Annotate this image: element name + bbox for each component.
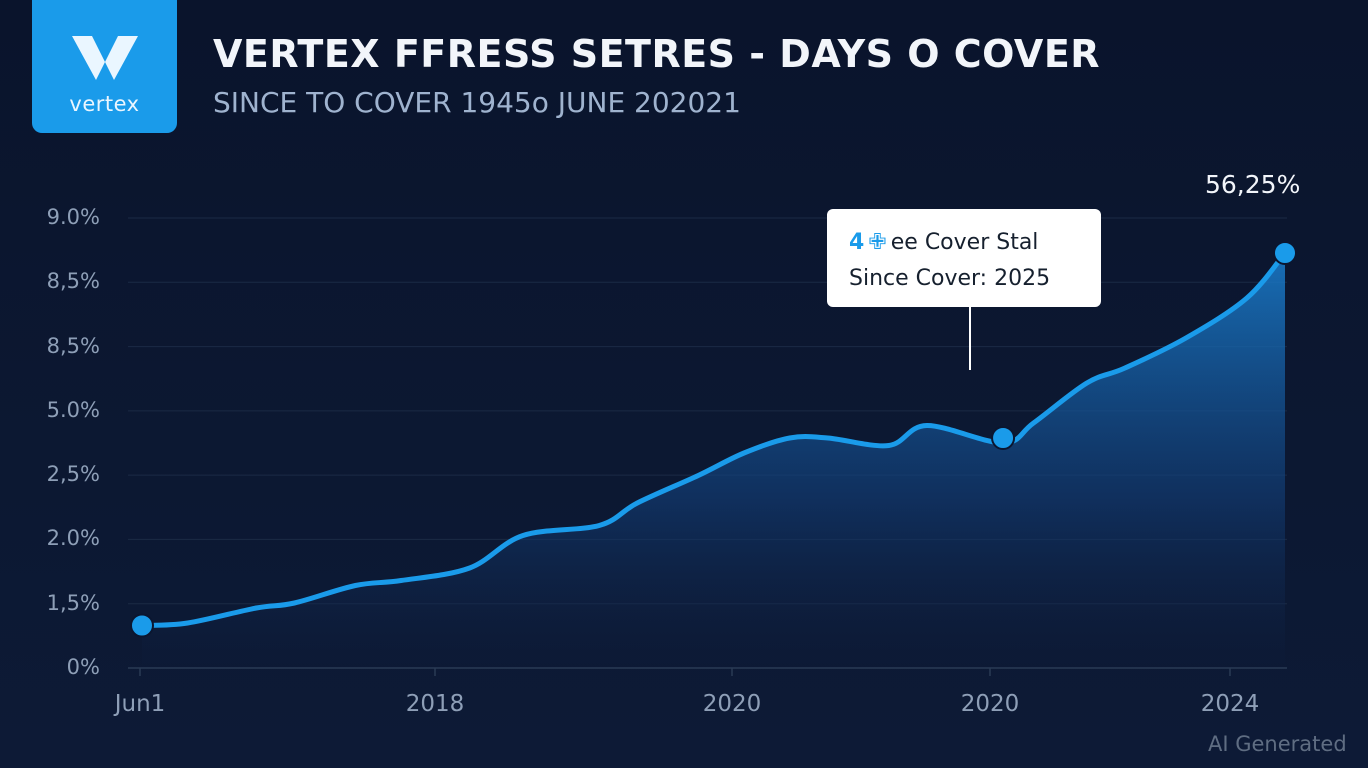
chart-title: VERTEX FFRESS SETRES - DAYS O COVER — [213, 32, 1101, 76]
data-points — [130, 241, 1297, 638]
x-tick-label: Jun1 — [114, 691, 166, 717]
callout-number: 4 — [849, 230, 865, 255]
end-point — [1273, 241, 1297, 265]
callout-line-1: 4 ✙ ee Cover Stal — [849, 225, 1101, 261]
y-tick-label: 2.0% — [46, 526, 100, 551]
logo-text: vertex — [69, 92, 140, 116]
callout-point — [991, 426, 1016, 450]
y-tick-label: 5.0% — [46, 397, 100, 422]
y-tick-label: 1,5% — [46, 590, 100, 615]
area-fill — [142, 253, 1285, 668]
callout-box: 4 ✙ ee Cover Stal Since Cover: 2025 — [827, 209, 1101, 307]
series-line — [139, 250, 1288, 628]
callout-text-1: ee Cover Stal — [890, 230, 1039, 255]
x-tick-label: 2020 — [960, 691, 1020, 717]
watermark: AI Generated — [1208, 732, 1347, 756]
callout-line-2: Since Cover: 2025 — [849, 266, 1051, 291]
x-tick-label: 2020 — [702, 691, 762, 717]
x-tick-label: 2024 — [1200, 691, 1260, 717]
y-tick-label: 8,5% — [46, 333, 100, 358]
start-point — [130, 613, 154, 638]
end-value-label: 56,25% — [1205, 170, 1301, 199]
chart-subtitle: SINCE TO COVER 1945o JUNE 202021 — [213, 86, 741, 119]
y-tick-label: 0% — [66, 655, 100, 679]
x-tick-label: 2018 — [405, 691, 465, 717]
y-tick-label: 9.0% — [46, 205, 100, 229]
vertex-logo[interactable]: vertex — [32, 0, 177, 133]
y-tick-label: 2,5% — [46, 462, 100, 487]
y-tick-label: 8,5% — [46, 269, 100, 294]
v-logo-icon — [72, 36, 138, 80]
v-mark-icon: ✙ — [868, 230, 887, 255]
x-ticks — [139, 668, 1231, 676]
